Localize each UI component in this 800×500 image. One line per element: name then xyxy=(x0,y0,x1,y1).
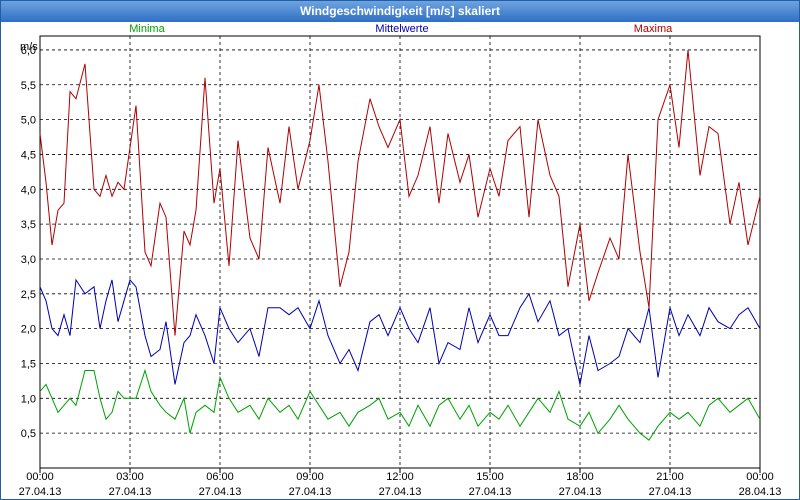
y-tick-label: 3,0 xyxy=(21,254,36,266)
series-line-maxima xyxy=(39,49,761,336)
legend-maxima: Maxima xyxy=(634,23,673,35)
grid-lines xyxy=(40,36,760,468)
x-tick-time: 09:00 xyxy=(296,471,324,483)
y-tick-label: 1,5 xyxy=(21,358,36,370)
legend-minima: Minima xyxy=(129,23,165,35)
x-tick-date: 27.04.13 xyxy=(199,486,242,498)
y-tick-label: 0,5 xyxy=(21,428,36,440)
x-tick-time: 21:00 xyxy=(656,471,684,483)
x-tick-date: 27.04.13 xyxy=(109,486,152,498)
x-tick-date: 27.04.13 xyxy=(19,486,62,498)
y-axis-label: m/s xyxy=(20,41,38,53)
y-tick-label: 3,5 xyxy=(21,219,36,231)
window-title: Windgeschwindigkeit [m/s] skaliert xyxy=(1,1,799,22)
x-tick-time: 12:00 xyxy=(386,471,414,483)
series-line-minima xyxy=(39,368,761,441)
x-tick-time: 18:00 xyxy=(566,471,594,483)
y-tick-label: 5,5 xyxy=(21,80,36,92)
x-tick-time: 15:00 xyxy=(476,471,504,483)
legend-mittelwerte: Mittelwerte xyxy=(375,23,428,35)
x-tick-time: 03:00 xyxy=(116,471,144,483)
y-tick-label: 6,0 xyxy=(21,45,36,57)
axes: 0,5 1,0 1,5 2,0 2,5 3,0 3,5 4,0 4,5 5,0 5,5 6,0 00:0… xyxy=(19,35,782,498)
legend: Minima Mittelwerte Maxima xyxy=(129,23,673,35)
x-tick-time: 00:00 xyxy=(26,471,54,483)
x-tick-date: 27.04.13 xyxy=(469,486,512,498)
y-tick-label: 4,0 xyxy=(21,184,36,196)
series-line-mittelwerte xyxy=(39,278,761,385)
x-tick-date: 27.04.13 xyxy=(379,486,422,498)
series-layer xyxy=(39,49,761,441)
x-tick-time: 06:00 xyxy=(206,471,234,483)
x-tick-time: 00:00 xyxy=(746,471,774,483)
y-tick-label: 4,5 xyxy=(21,149,36,161)
x-tick-date: 28.04.13 xyxy=(739,486,782,498)
x-tick-date: 27.04.13 xyxy=(559,486,602,498)
y-tick-label: 1,0 xyxy=(21,393,36,405)
y-tick-label: 2,0 xyxy=(21,324,36,336)
x-tick-date: 27.04.13 xyxy=(289,486,332,498)
y-tick-label: 2,5 xyxy=(21,289,36,301)
x-tick-date: 27.04.13 xyxy=(649,486,692,498)
y-tick-label: 5,0 xyxy=(21,115,36,127)
